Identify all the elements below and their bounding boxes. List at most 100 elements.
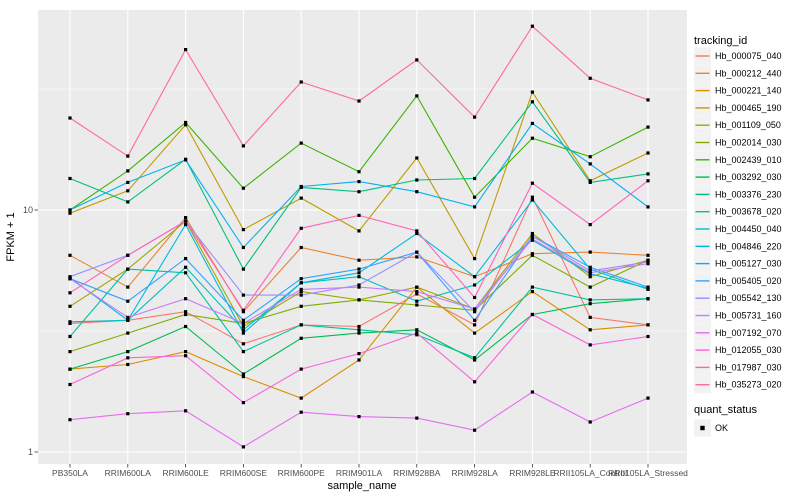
- legend-item-label: Hb_004450_040: [715, 224, 782, 234]
- data-point: [415, 416, 419, 420]
- data-point: [473, 358, 477, 362]
- data-point: [126, 412, 130, 416]
- data-point: [184, 354, 188, 358]
- data-point: [241, 372, 245, 376]
- data-point: [530, 100, 534, 104]
- data-point: [68, 334, 72, 339]
- data-point: [530, 253, 534, 257]
- x-tick-label: RRIM928LA: [451, 468, 498, 478]
- x-axis-title: sample_name: [327, 480, 396, 492]
- data-point: [646, 287, 650, 291]
- data-point: [646, 151, 650, 155]
- square-marker-icon: [700, 425, 705, 431]
- data-point: [126, 331, 130, 335]
- data-point: [184, 312, 188, 317]
- data-point: [357, 352, 361, 356]
- data-point: [126, 267, 130, 271]
- data-point: [357, 258, 361, 262]
- data-point: [241, 228, 245, 232]
- data-point: [299, 323, 303, 327]
- x-axis-tick-labels: PB350LA RRIM600LA RRIM600LE RRIM600SE RRIM60…: [52, 468, 688, 478]
- x-tick-label: RRIM928LE: [509, 468, 556, 478]
- data-point: [473, 310, 477, 314]
- data-point: [126, 356, 130, 360]
- data-point: [126, 318, 130, 322]
- data-point: [184, 223, 188, 227]
- legend-item-Hb_000465_190: Hb_000465_190: [694, 99, 782, 117]
- data-point: [415, 299, 419, 303]
- data-point: [473, 331, 477, 335]
- legend-item-Hb_035273_020: Hb_035273_020: [694, 376, 782, 394]
- data-point: [241, 401, 245, 405]
- legend-item-label: Hb_007192_070: [715, 328, 782, 338]
- legend-item-label: Hb_005405_020: [715, 276, 782, 286]
- legend-item-Hb_003376_230: Hb_003376_230: [694, 185, 782, 203]
- x-tick-label: RRIM600LE: [162, 468, 209, 478]
- data-point: [126, 189, 130, 193]
- data-point: [588, 420, 592, 424]
- data-point: [184, 219, 188, 223]
- axis-ticks: [34, 209, 649, 468]
- data-point: [68, 275, 72, 279]
- data-point: [473, 115, 477, 119]
- data-point: [646, 323, 650, 327]
- data-point: [588, 265, 592, 269]
- legend-item-Hb_001109_050: Hb_001109_050: [694, 116, 781, 134]
- data-point: [415, 178, 419, 182]
- data-point: [68, 320, 72, 324]
- data-point: [415, 190, 419, 194]
- data-point: [357, 298, 361, 302]
- data-point: [588, 179, 592, 183]
- data-point: [357, 358, 361, 362]
- data-point: [415, 292, 419, 296]
- data-point: [473, 205, 477, 209]
- data-point: [126, 299, 130, 303]
- data-point: [357, 170, 361, 174]
- data-point: [415, 231, 419, 236]
- data-point: [646, 262, 650, 266]
- data-point: [588, 267, 592, 271]
- data-point: [588, 155, 592, 159]
- data-point: [357, 213, 361, 217]
- legend-item-label: Hb_000465_190: [715, 103, 782, 113]
- legend-item-quant-OK: OK: [694, 419, 728, 437]
- data-point: [126, 350, 130, 354]
- data-point: [241, 293, 245, 297]
- data-point-markers: [68, 24, 650, 449]
- data-point: [126, 200, 130, 204]
- data-point: [357, 285, 361, 289]
- data-point: [184, 271, 188, 275]
- data-point: [184, 257, 188, 261]
- data-point: [126, 169, 130, 173]
- data-point: [299, 184, 303, 189]
- data-point: [357, 283, 361, 287]
- data-point: [473, 283, 477, 287]
- data-point: [473, 307, 477, 311]
- data-point: [588, 162, 592, 166]
- data-point: [415, 285, 419, 289]
- data-point: [473, 275, 477, 279]
- data-point: [241, 186, 245, 190]
- legend-quant-status: OK: [694, 419, 728, 437]
- data-point: [241, 375, 245, 379]
- data-point: [646, 98, 650, 102]
- data-point: [530, 312, 534, 317]
- data-point: [415, 303, 419, 307]
- data-point: [646, 125, 650, 129]
- data-point: [530, 24, 534, 28]
- data-point: [299, 367, 303, 371]
- data-point: [588, 315, 592, 319]
- data-point: [126, 362, 130, 367]
- legend-item-Hb_005731_160: Hb_005731_160: [694, 307, 782, 324]
- data-point: [357, 331, 361, 335]
- data-point: [357, 415, 361, 419]
- data-point: [646, 396, 650, 400]
- data-point: [68, 176, 72, 181]
- data-point: [588, 275, 592, 279]
- data-point: [184, 409, 188, 413]
- data-point: [473, 356, 477, 360]
- legend-item-label: Hb_005542_130: [715, 293, 782, 303]
- data-point: [184, 324, 188, 329]
